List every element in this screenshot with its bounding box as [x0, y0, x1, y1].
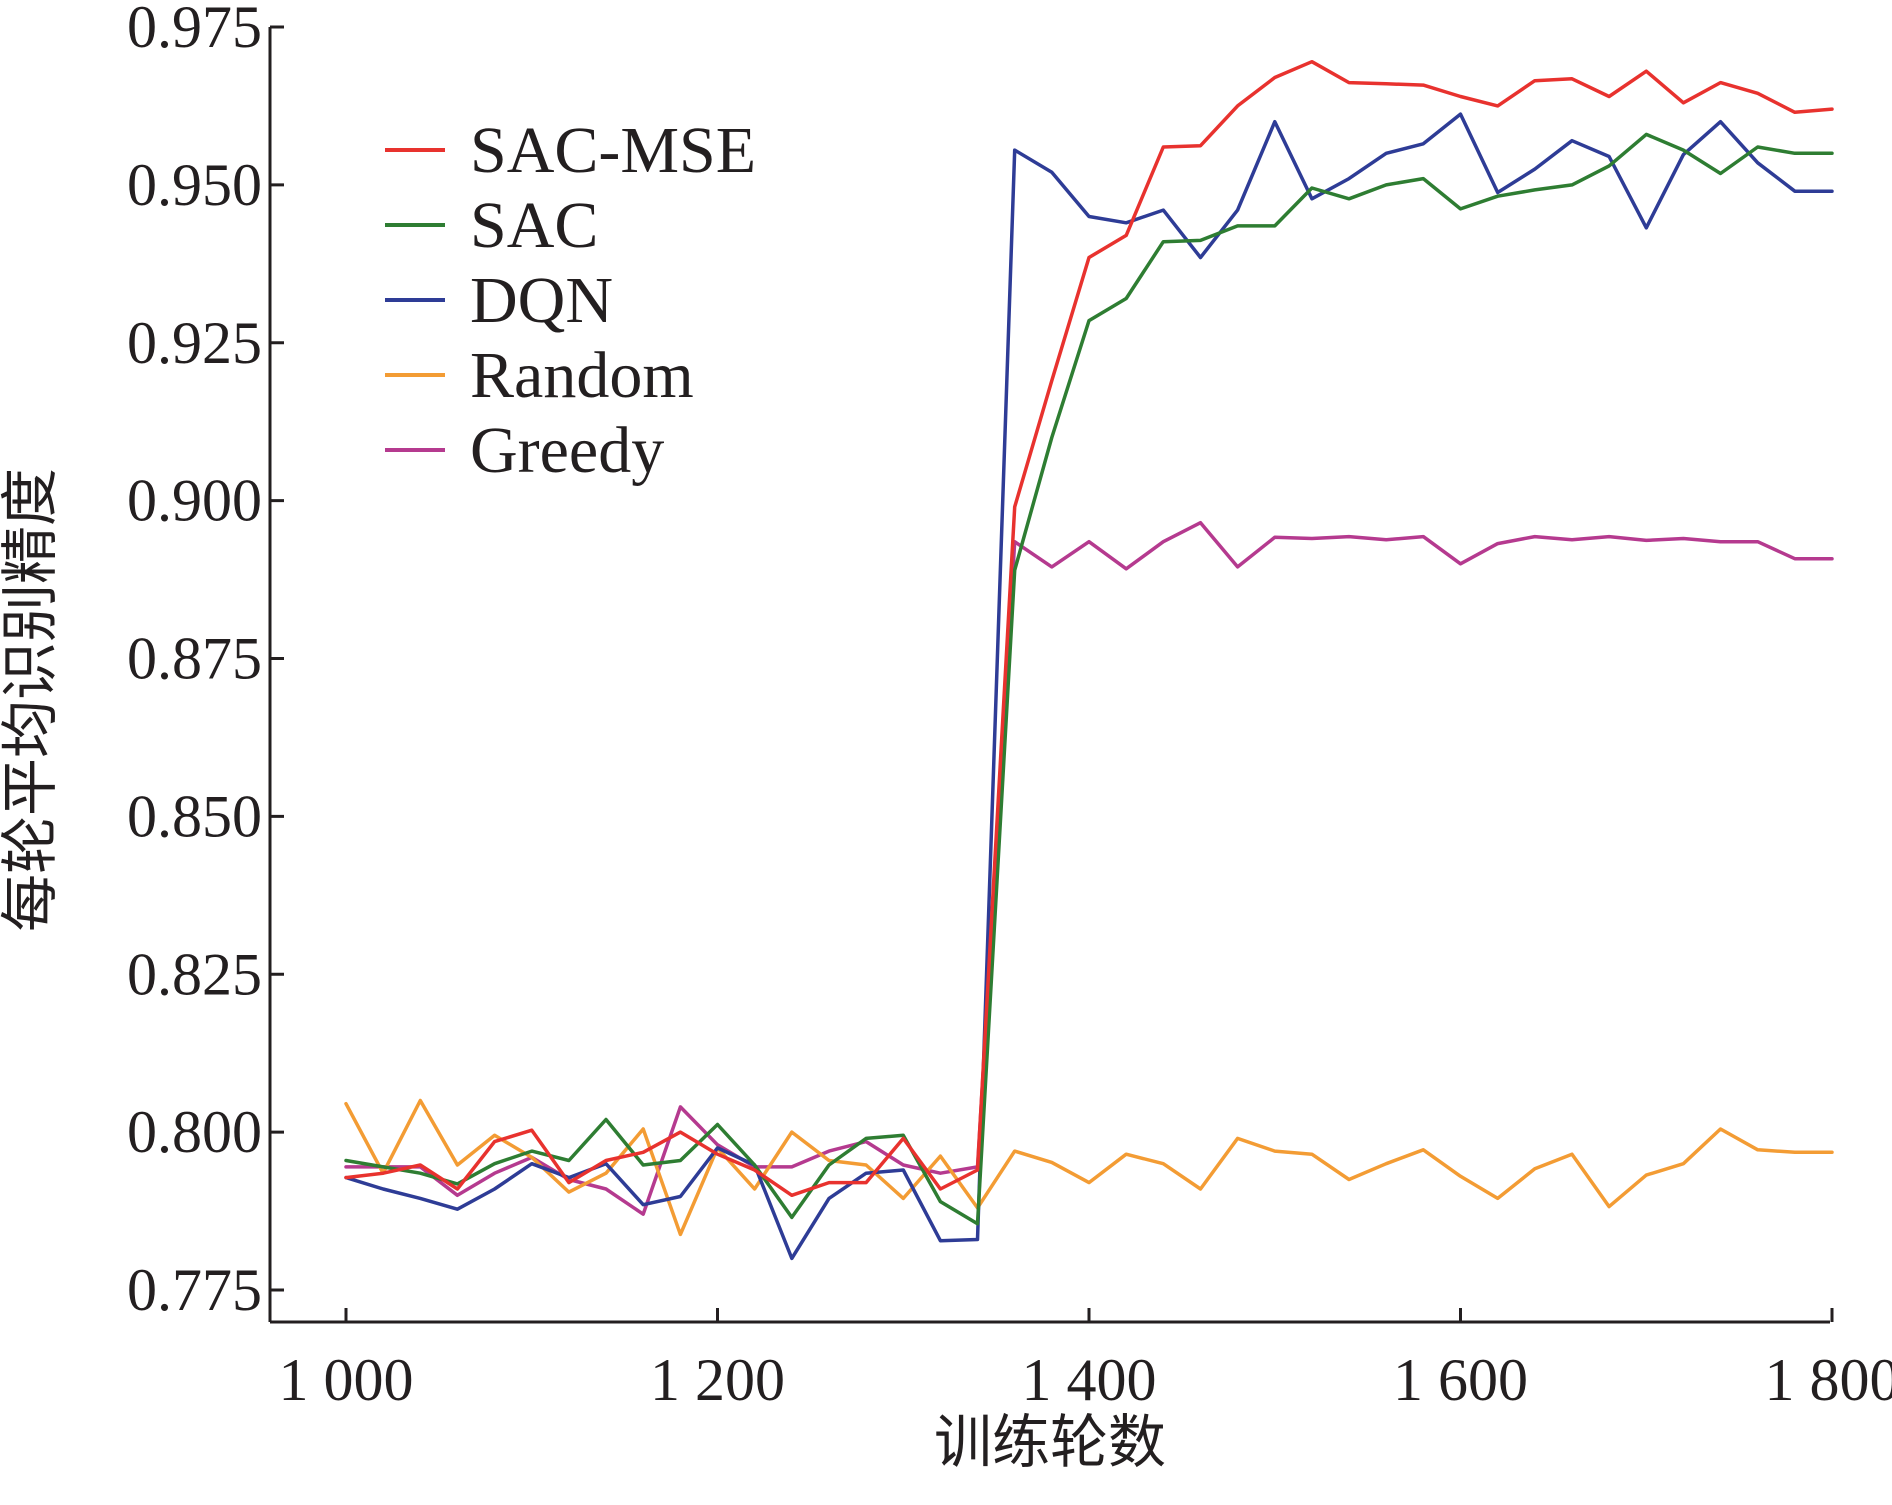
series-group: [344, 59, 1834, 1261]
y-tick-label: 0.825: [127, 941, 262, 1007]
series-line-sac-mse: [344, 59, 1834, 1198]
y-tick-label: 0.925: [127, 310, 262, 376]
y-tick-label: 0.950: [127, 152, 262, 218]
x-tick-label: 1 000: [279, 1347, 414, 1413]
y-tick-label: 0.875: [127, 626, 262, 692]
series-line-greedy: [344, 520, 1834, 1216]
y-tick-label: 0.975: [127, 0, 262, 60]
x-axis-title: 训练轮数: [934, 1408, 1166, 1476]
x-tick-label: 1 600: [1393, 1347, 1528, 1413]
x-tick-label: 1 800: [1765, 1347, 1892, 1413]
y-tick-label: 0.900: [127, 468, 262, 534]
series-line-sac: [344, 132, 1834, 1226]
y-tick-label: 0.850: [127, 783, 262, 849]
legend-label: Random: [470, 339, 694, 412]
y-tick-label: 0.775: [127, 1257, 262, 1323]
y-axis-title: 每轮平均识别精度: [0, 468, 64, 932]
x-tick-label: 1 200: [650, 1347, 785, 1413]
series-line-random: [344, 1098, 1834, 1237]
legend-label: Greedy: [470, 414, 664, 487]
x-tick-label: 1 400: [1022, 1347, 1157, 1413]
y-tick-label: 0.800: [127, 1099, 262, 1165]
x-ticks: 1 000 1 200 1 400 1 600 1 800: [279, 1308, 1892, 1413]
legend-label: SAC-MSE: [470, 114, 756, 187]
legend-label: SAC: [470, 189, 598, 262]
axes: [268, 27, 1830, 1324]
legend-label: DQN: [470, 264, 613, 337]
y-ticks: 0.775 0.800 0.825 0.850 0.875 0.900 0.925 0.950…: [127, 0, 284, 1323]
